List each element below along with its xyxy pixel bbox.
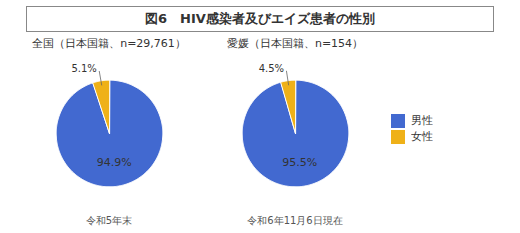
html-text:男性: 男性 bbox=[410, 114, 433, 128]
svg-text:4.5%: 4.5% bbox=[259, 63, 284, 74]
html-text:女性: 女性 bbox=[410, 130, 433, 144]
html-text:令和5年末: 令和5年末 bbox=[85, 215, 133, 226]
html-text:愛媛（日本国籍、n=154）: 愛媛（日本国籍、n=154） bbox=[226, 37, 364, 50]
html-text:令和6年11月6日現在: 令和6年11月6日現在 bbox=[247, 215, 343, 226]
svg-text:5.1%: 5.1% bbox=[71, 63, 96, 74]
svg-text:94.9%: 94.9% bbox=[97, 156, 132, 169]
svg-text:95.5%: 95.5% bbox=[282, 156, 317, 169]
html-text:図6 HIV感染者及びエイズ患者の性別: 図6 HIV感染者及びエイズ患者の性別 bbox=[145, 11, 375, 26]
html-text:全国（日本国籍、n=29,761）: 全国（日本国籍、n=29,761） bbox=[32, 37, 186, 50]
